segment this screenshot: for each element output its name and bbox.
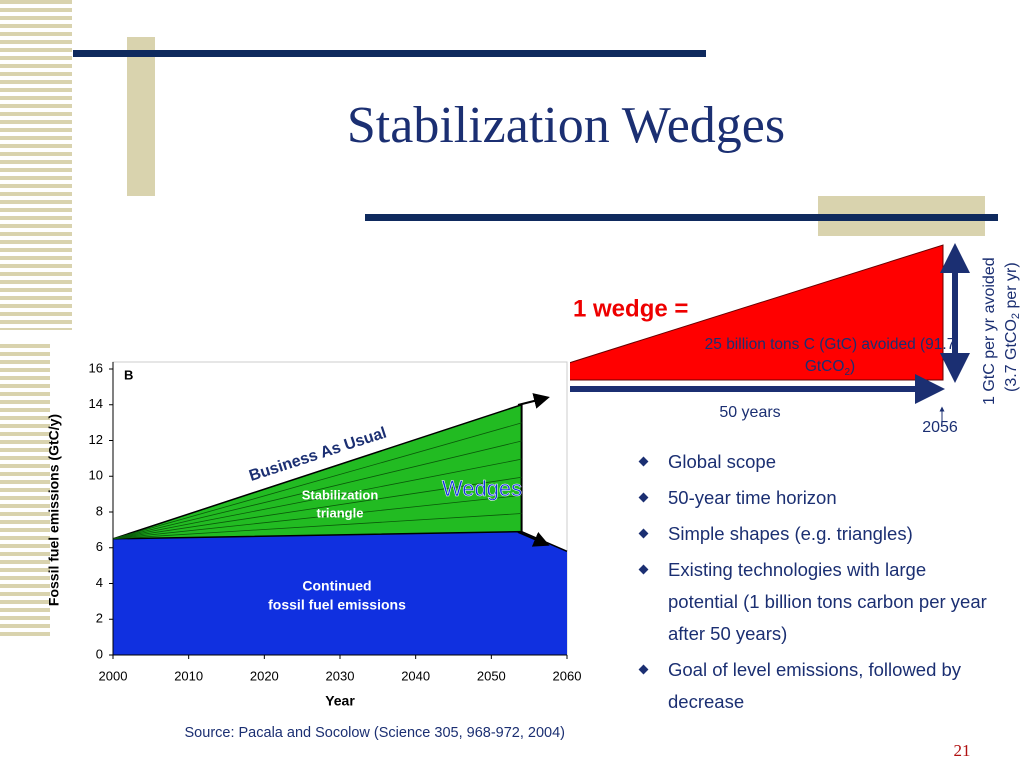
duration-label: 50 years — [719, 404, 780, 421]
y-tick-label: 12 — [89, 432, 103, 447]
chart: 0 2 4 6 8 10 12 14 16 2000 2010 2020 2030 2040 2050 206… — [46, 355, 582, 715]
rate-after: per yr) — [1003, 262, 1020, 313]
x-tick-label: 2060 — [553, 668, 582, 683]
decor-stripes — [0, 340, 50, 640]
rate-text: (3.7 GtCO — [1003, 319, 1020, 392]
rate-sub: 2 — [1010, 313, 1022, 319]
continued-label: fossil fuel emissions — [268, 597, 406, 613]
source: Source: Pacala and Socolow (Science 305,… — [185, 725, 565, 741]
x-tick-label: 2050 — [477, 668, 506, 683]
wedges-label: Wedges — [442, 476, 522, 501]
area — [113, 531, 567, 655]
page-number: 21 — [954, 741, 971, 760]
decor-block — [127, 37, 155, 196]
y-tick-label: 8 — [96, 503, 103, 518]
bullet: Global scope — [636, 446, 988, 478]
annotation-arrow — [517, 531, 550, 547]
bullet: Simple shapes (e.g. triangles) — [636, 518, 988, 550]
x-tick-label: 2020 — [250, 668, 279, 683]
y-axis-title: Fossil fuel emissions (GtC/y) — [46, 414, 62, 606]
wedge-divider — [112, 458, 522, 540]
slide-title: Stabilization Wedges — [347, 97, 785, 154]
y-tick-label: 0 — [96, 646, 103, 661]
x-tick-label: 2030 — [326, 668, 355, 683]
wedge-divider — [112, 422, 522, 540]
decor-line — [365, 214, 998, 221]
area-text: 25 billion tons C (GtC) avoided (91.7 Gt… — [704, 336, 956, 375]
y-tick-label: 4 — [96, 575, 103, 590]
y-tick-label: 16 — [89, 360, 103, 375]
continued-label: Continued — [302, 578, 371, 594]
x-axis-title: Year — [325, 693, 355, 709]
bullet: 50-year time horizon — [636, 482, 988, 514]
panel-label: B — [124, 367, 133, 382]
wedge-divider — [112, 495, 522, 540]
area-after: ) — [850, 358, 856, 375]
bullet: Goal of level emissions, followed by dec… — [636, 654, 988, 718]
bullet-list: Global scope 50-year time horizon Simple s… — [636, 446, 988, 722]
stabilization-label: Stabilization — [302, 487, 379, 502]
stabilization-label: triangle — [317, 505, 364, 520]
decor-line — [73, 50, 706, 57]
end-year: 2056 — [922, 419, 958, 436]
x-tick-label: 2000 — [99, 668, 128, 683]
y-tick-label: 14 — [89, 396, 103, 411]
area-sub: 2 — [844, 367, 850, 379]
x-tick-label: 2010 — [174, 668, 203, 683]
wedge-divider — [112, 476, 522, 540]
annotation-arrow — [517, 393, 550, 409]
x-tick-label: 2040 — [401, 668, 430, 683]
wedge-area-label: 25 billion tons C (GtC) avoided (91.7 Gt… — [700, 334, 960, 384]
wedge-divider — [112, 440, 522, 540]
wedge-label: 1 wedge = — [573, 295, 688, 322]
decor-stripes — [0, 0, 72, 330]
area-edge — [112, 404, 522, 540]
bullet: Existing technologies with large potenti… — [636, 554, 988, 650]
y-tick-label: 2 — [96, 611, 103, 626]
wedge-divider — [112, 513, 522, 540]
rate-label: (3.7 GtCO2 per yr) — [1003, 262, 1022, 392]
y-tick-label: 6 — [96, 539, 103, 554]
y-tick-label: 10 — [89, 468, 103, 483]
rate-label: 1 GtC per yr avoided — [981, 257, 998, 405]
